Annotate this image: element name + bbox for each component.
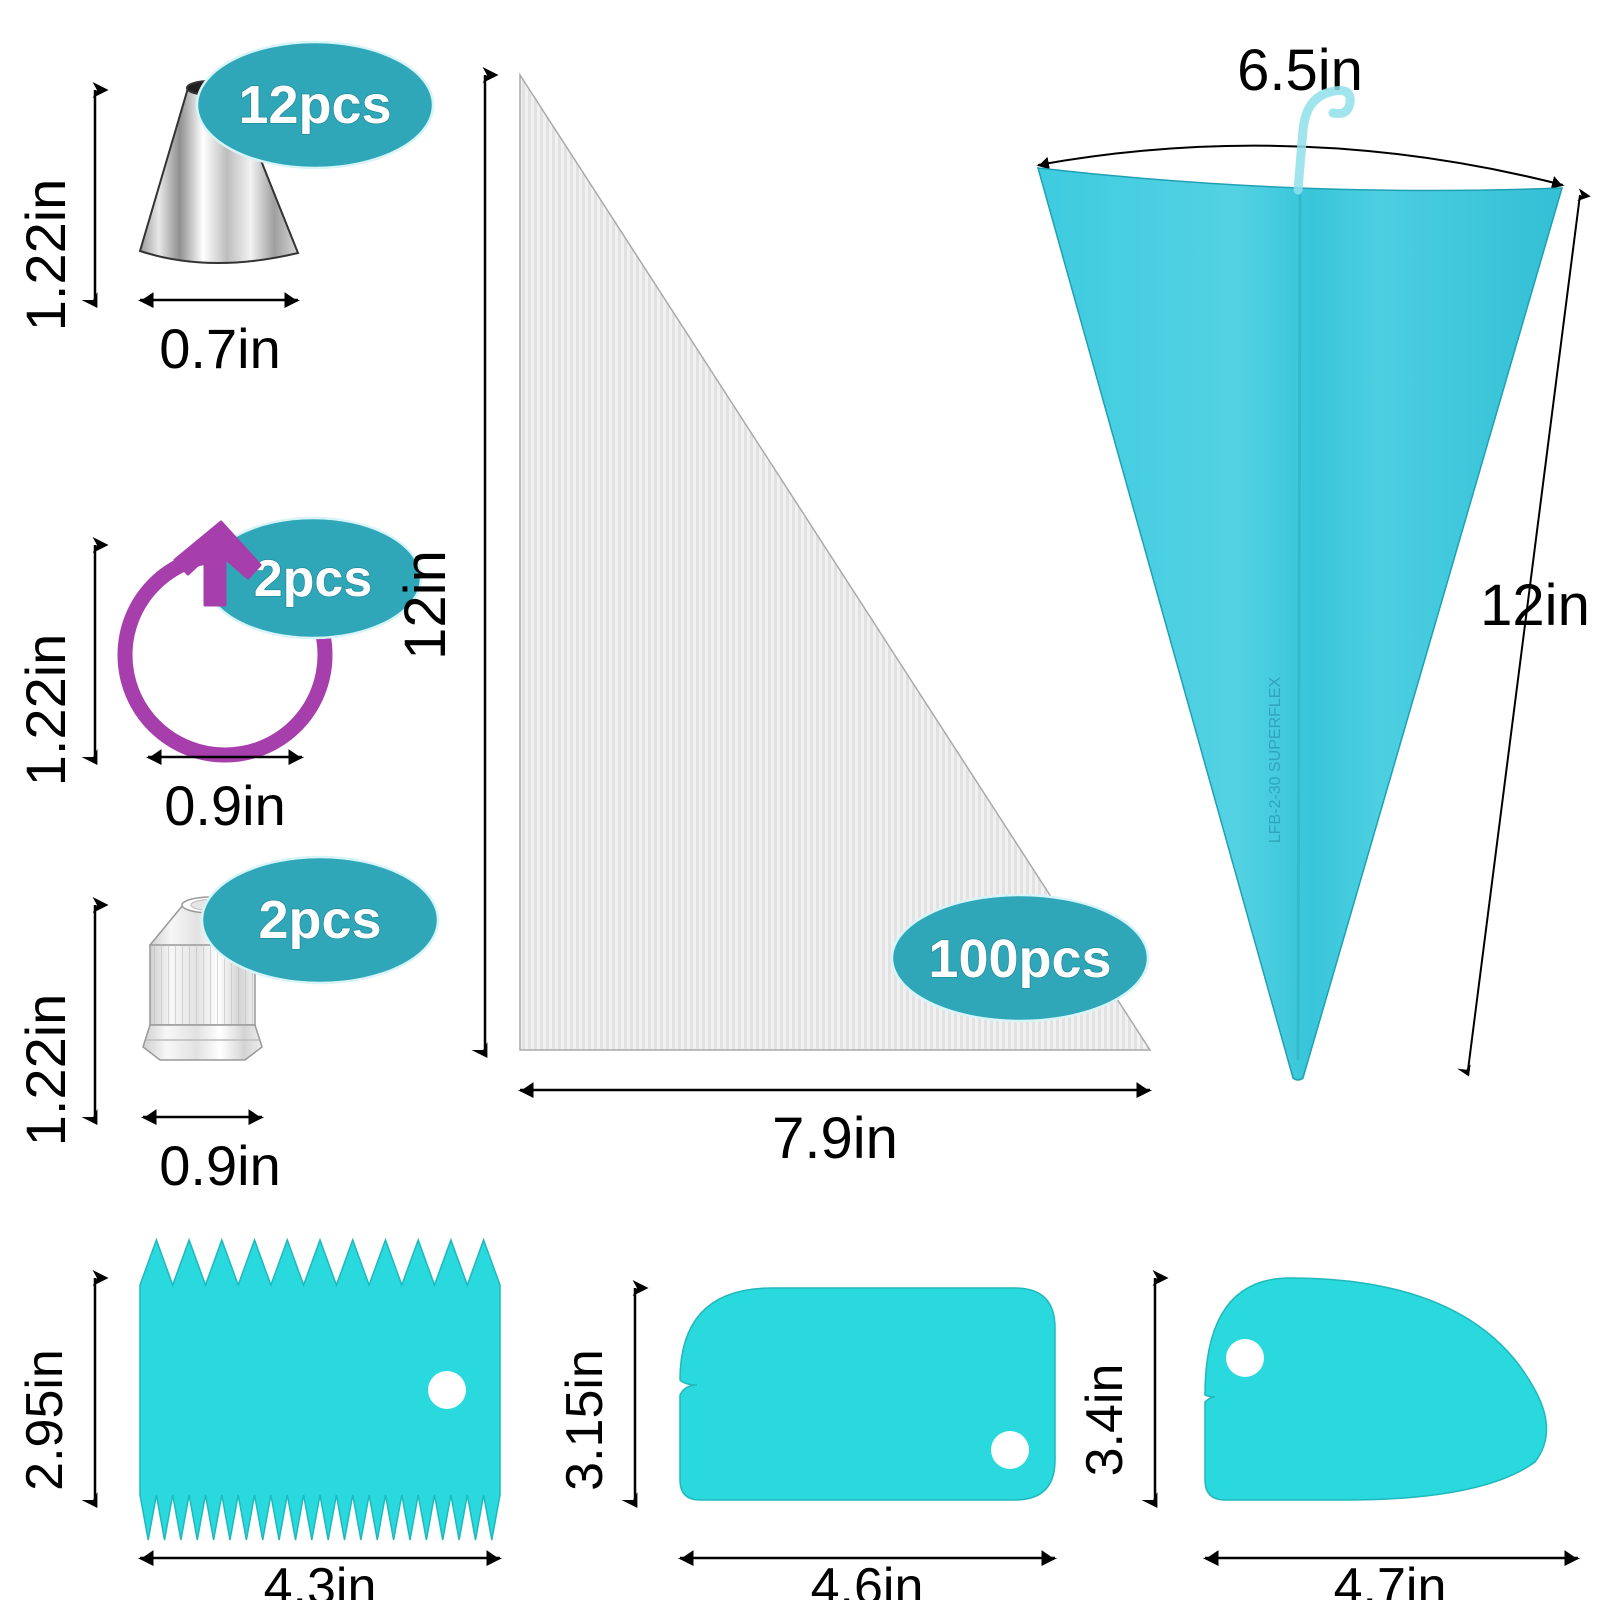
svg-text:0.9in: 0.9in [159, 1134, 280, 1197]
svg-text:100pcs: 100pcs [928, 929, 1111, 989]
svg-text:2.95in: 2.95in [16, 1349, 74, 1491]
svg-text:4.7in: 4.7in [1334, 1558, 1447, 1600]
svg-text:4.6in: 4.6in [811, 1558, 924, 1600]
svg-text:1.22in: 1.22in [14, 994, 77, 1147]
svg-text:LFB-2-30 SUPERFLEX: LFB-2-30 SUPERFLEX [1267, 677, 1284, 844]
svg-text:12pcs: 12pcs [238, 75, 391, 135]
svg-text:12in: 12in [1480, 573, 1590, 638]
svg-text:0.7in: 0.7in [159, 317, 280, 380]
svg-text:2pcs: 2pcs [258, 890, 381, 950]
svg-text:3.4in: 3.4in [1076, 1364, 1134, 1477]
svg-text:7.9in: 7.9in [772, 1106, 898, 1171]
svg-text:4.3in: 4.3in [264, 1558, 377, 1600]
svg-text:1.22in: 1.22in [14, 634, 77, 787]
svg-text:12in: 12in [393, 550, 458, 660]
svg-text:3.15in: 3.15in [556, 1349, 614, 1491]
svg-text:1.22in: 1.22in [14, 179, 77, 332]
svg-text:2pcs: 2pcs [254, 550, 373, 608]
svg-text:0.9in: 0.9in [164, 774, 285, 837]
